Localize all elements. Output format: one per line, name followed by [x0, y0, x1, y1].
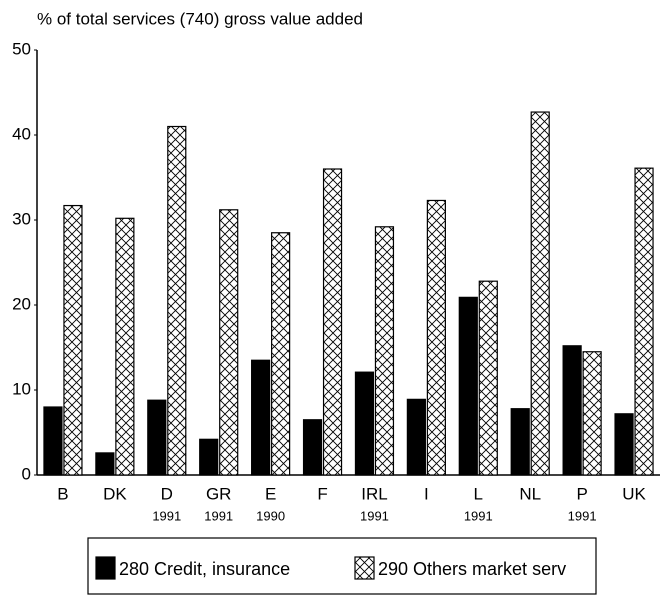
x-tick-label: P [576, 484, 587, 503]
bar [582, 351, 602, 476]
bar [458, 296, 478, 476]
bar [271, 232, 291, 476]
x-tick-label: B [57, 484, 68, 503]
bar [95, 452, 115, 476]
bar [115, 217, 135, 476]
x-tick-sublabel: 1991 [360, 508, 389, 523]
bar [199, 438, 219, 476]
bar [63, 204, 83, 476]
x-tick-label: D [161, 484, 173, 503]
bar [43, 406, 63, 476]
bar [634, 167, 654, 476]
x-tick-label: F [317, 484, 327, 503]
y-tick-label: 50 [12, 39, 31, 58]
bar [614, 413, 634, 476]
bar [147, 399, 167, 476]
x-tick-sublabel: 1991 [568, 508, 597, 523]
x-tick-label: I [424, 484, 429, 503]
legend-box [87, 537, 597, 595]
y-tick-label: 0 [22, 464, 31, 483]
bar [302, 419, 323, 476]
chart-title: % of total services (740) gross value ad… [37, 9, 363, 28]
bar [322, 168, 343, 476]
bar [251, 359, 271, 476]
x-tick-sublabel: 1991 [204, 508, 233, 523]
bar [510, 408, 530, 476]
x-tick-label: IRL [361, 484, 387, 503]
bar [426, 199, 446, 476]
x-tick-label: NL [519, 484, 541, 503]
x-tick-sublabel: 1991 [152, 508, 181, 523]
y-tick-label: 30 [12, 209, 31, 228]
x-tick-label: DK [103, 484, 127, 503]
x-tick-label: L [474, 484, 483, 503]
bar [406, 398, 426, 476]
y-tick-label: 40 [12, 124, 31, 143]
bar [478, 280, 498, 476]
bar [219, 209, 239, 476]
x-tick-label: GR [206, 484, 232, 503]
legend-label: 290 Others market serv [378, 559, 566, 579]
x-tick-sublabel: 1991 [464, 508, 493, 523]
y-tick-label: 20 [12, 294, 31, 313]
legend-swatch [354, 556, 375, 580]
legend-swatch [95, 556, 116, 580]
bar [530, 111, 550, 476]
bar [354, 371, 375, 476]
x-tick-label: E [265, 484, 276, 503]
bar [167, 125, 187, 476]
bar [374, 226, 395, 476]
legend-label: 280 Credit, insurance [119, 559, 290, 579]
bar [562, 345, 582, 476]
y-tick-label: 10 [12, 379, 31, 398]
x-tick-label: UK [622, 484, 646, 503]
x-tick-sublabel: 1990 [256, 508, 285, 523]
